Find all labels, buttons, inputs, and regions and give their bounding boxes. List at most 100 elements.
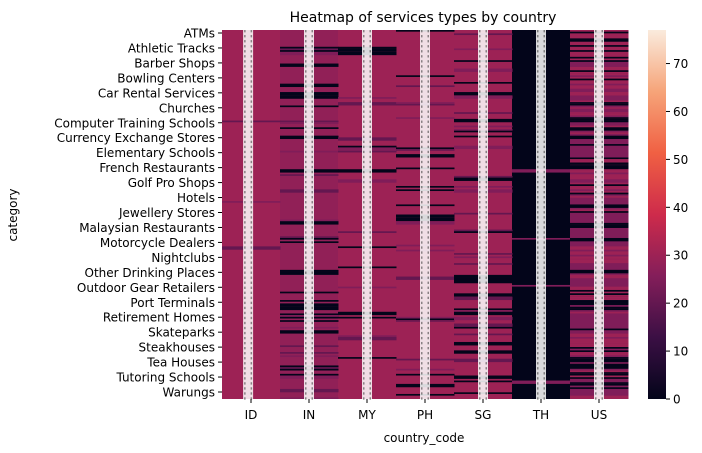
annotation-mark — [485, 241, 487, 244]
annotation-mark — [543, 60, 545, 63]
annotation-mark — [601, 85, 603, 88]
annotation-mark — [595, 40, 597, 43]
annotation-mark — [305, 266, 307, 269]
annotation-mark — [250, 170, 253, 174]
annotation-mark — [601, 40, 603, 43]
annotation-mark — [601, 201, 603, 204]
annotation-mark — [543, 196, 545, 199]
annotation-mark — [311, 95, 313, 98]
annotation-mark — [543, 110, 545, 113]
annotation-mark — [311, 392, 313, 395]
annotation-mark — [595, 90, 597, 93]
annotation-mark — [244, 266, 246, 269]
annotation-mark — [601, 90, 603, 93]
annotation-mark — [250, 30, 253, 33]
annotation-mark — [537, 387, 539, 390]
annotation-mark — [244, 372, 246, 375]
annotation-mark — [485, 251, 487, 254]
annotation-mark — [595, 347, 597, 350]
annotation-mark — [244, 55, 246, 58]
annotation-mark — [305, 321, 307, 325]
annotation-mark — [485, 216, 487, 219]
annotation-mark — [250, 241, 253, 244]
annotation-mark — [543, 251, 545, 254]
annotation-mark — [601, 100, 603, 103]
annotation-mark — [305, 55, 307, 58]
y-tick-label: Golf Pro Shops — [128, 176, 215, 190]
annotation-mark — [601, 80, 603, 83]
annotation-mark — [311, 55, 313, 58]
annotation-mark — [363, 397, 365, 400]
annotation-mark — [244, 70, 246, 73]
y-tick-label: Motorcycle Dealers — [100, 236, 215, 250]
annotation-mark — [311, 90, 313, 93]
annotation-mark — [421, 331, 423, 335]
annotation-mark — [244, 296, 246, 300]
annotation-mark — [311, 286, 313, 289]
annotation-mark — [595, 281, 597, 284]
annotation-mark — [250, 140, 253, 144]
annotation-mark — [369, 196, 371, 199]
x-tick-label: ID — [245, 408, 258, 422]
annotation-mark — [305, 130, 307, 133]
annotation-mark — [427, 211, 429, 214]
annotation-mark — [244, 155, 246, 159]
annotation-mark — [369, 40, 371, 43]
annotation-mark — [427, 301, 429, 305]
annotation-mark — [543, 70, 545, 73]
annotation-mark — [250, 40, 253, 43]
annotation-mark — [485, 231, 487, 234]
annotation-mark — [479, 95, 481, 98]
annotation-mark — [543, 306, 545, 310]
annotation-mark — [479, 135, 481, 139]
annotation-mark — [601, 367, 603, 370]
annotation-mark — [479, 65, 481, 68]
annotation-mark — [305, 150, 307, 154]
annotation-mark — [537, 55, 539, 58]
y-tick-label: Skateparks — [148, 326, 215, 340]
annotation-mark — [537, 110, 539, 113]
annotation-mark — [250, 105, 253, 108]
annotation-mark — [479, 70, 481, 73]
annotation-mark — [421, 145, 423, 149]
annotation-mark — [311, 241, 313, 244]
annotation-strip-MY — [362, 30, 372, 399]
annotation-mark — [363, 155, 365, 159]
annotation-mark — [363, 80, 365, 83]
annotation-mark — [363, 55, 365, 58]
annotation-mark — [363, 276, 365, 279]
annotation-mark — [421, 150, 423, 154]
annotation-mark — [369, 135, 371, 139]
annotation-mark — [537, 216, 539, 219]
annotation-mark — [479, 241, 481, 244]
annotation-mark — [311, 347, 313, 350]
annotation-mark — [305, 65, 307, 68]
annotation-mark — [543, 321, 545, 325]
annotation-mark — [363, 246, 365, 249]
annotation-mark — [427, 201, 429, 204]
annotation-mark — [595, 387, 597, 390]
annotation-mark — [244, 231, 246, 234]
annotation-mark — [479, 281, 481, 284]
annotation-mark — [537, 35, 539, 38]
annotation-mark — [601, 347, 603, 350]
annotation-mark — [244, 326, 246, 330]
annotation-mark — [601, 135, 603, 139]
annotation-mark — [537, 170, 539, 174]
annotation-mark — [427, 251, 429, 254]
annotation-mark — [479, 276, 481, 279]
annotation-mark — [485, 347, 487, 350]
annotation-mark — [363, 336, 365, 340]
annotation-mark — [311, 362, 313, 365]
annotation-mark — [537, 95, 539, 98]
annotation-mark — [485, 185, 487, 189]
annotation-mark — [250, 175, 253, 179]
annotation-mark — [485, 100, 487, 103]
annotation-mark — [369, 251, 371, 254]
annotation-mark — [311, 206, 313, 209]
annotation-mark — [601, 125, 603, 128]
annotation-mark — [595, 336, 597, 340]
annotation-mark — [601, 241, 603, 244]
annotation-mark — [250, 261, 253, 264]
annotation-mark — [363, 170, 365, 174]
